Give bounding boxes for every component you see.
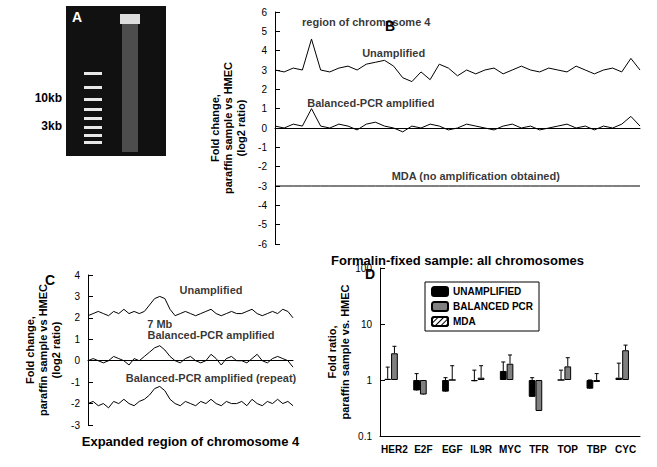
svg-text:CYC: CYC [615,444,636,455]
svg-text:paraffin sample vs. HMEC: paraffin sample vs. HMEC [339,284,351,419]
svg-text:-6: -6 [258,239,267,250]
svg-text:Fold ratio,: Fold ratio, [326,325,338,378]
svg-text:-3: -3 [258,181,267,192]
svg-text:Balanced-PCR amplified: Balanced-PCR amplified [307,97,434,109]
svg-text:TOP: TOP [558,444,579,455]
svg-text:0: 0 [261,123,267,134]
svg-text:6: 6 [261,7,267,18]
svg-text:MDA: MDA [453,316,476,327]
svg-text:2: 2 [74,312,80,323]
svg-text:1: 1 [366,375,372,386]
svg-text:-5: -5 [258,219,267,230]
svg-text:-1: -1 [71,377,80,388]
svg-text:Balanced-PCR amplified: Balanced-PCR amplified [147,329,274,341]
svg-text:Fold change,: Fold change, [209,94,221,162]
svg-text:3: 3 [261,65,267,76]
svg-text:2: 2 [261,84,267,95]
svg-text:4: 4 [261,45,267,56]
svg-text:Balanced-PCR amplified (repeat: Balanced-PCR amplified (repeat) [126,372,297,384]
svg-text:region of chromosome 4: region of chromosome 4 [302,16,431,28]
svg-text:10: 10 [361,319,373,330]
svg-text:Unamplified: Unamplified [362,47,425,59]
svg-text:paraffin sample vs HMEC: paraffin sample vs HMEC [222,62,234,194]
svg-text:TFR: TFR [529,444,549,455]
svg-text:1: 1 [74,334,80,345]
svg-text:(log2 ratio): (log2 ratio) [50,321,62,378]
svg-text:-3: -3 [71,420,80,431]
svg-text:7 Mb: 7 Mb [147,318,173,331]
svg-text:100: 100 [355,262,372,274]
svg-text:MYC: MYC [499,444,521,455]
svg-text:Formalin-fixed sample: all chr: Formalin-fixed sample: all chromosomes [331,253,584,268]
svg-text:TBP: TBP [587,444,607,455]
svg-text:B: B [385,18,395,34]
svg-text:1: 1 [261,103,267,114]
svg-text:BALANCED PCR: BALANCED PCR [453,301,534,312]
svg-text:C: C [45,272,55,288]
svg-text:10kb: 10kb [35,91,62,105]
svg-text:UNAMPLIFIED: UNAMPLIFIED [453,286,521,297]
svg-text:0: 0 [74,355,80,366]
svg-text:EGF: EGF [442,444,463,455]
svg-text:4: 4 [74,270,80,281]
svg-text:Fold change,: Fold change, [24,316,36,384]
svg-text:Expanded region of chromosome: Expanded region of chromosome 4 [82,434,300,449]
svg-text:E2F: E2F [414,444,432,455]
svg-text:-4: -4 [258,200,267,211]
svg-text:(log2 ratio): (log2 ratio) [235,99,247,156]
svg-text:D: D [365,266,375,282]
svg-text:A: A [72,9,82,25]
svg-text:3kb: 3kb [41,119,62,133]
svg-text:HER2: HER2 [381,444,408,455]
svg-text:-1: -1 [258,142,267,153]
svg-text:-2: -2 [258,161,267,172]
svg-text:Unamplified: Unamplified [180,284,243,296]
svg-text:5: 5 [261,26,267,37]
svg-text:3: 3 [74,291,80,302]
svg-text:0.1: 0.1 [358,431,372,442]
svg-text:-2: -2 [71,398,80,409]
svg-text:paraffin sample vs HMEC: paraffin sample vs HMEC [37,284,49,416]
svg-text:MDA (no amplification obtained: MDA (no amplification obtained) [392,170,561,182]
svg-text:IL9R: IL9R [470,444,492,455]
